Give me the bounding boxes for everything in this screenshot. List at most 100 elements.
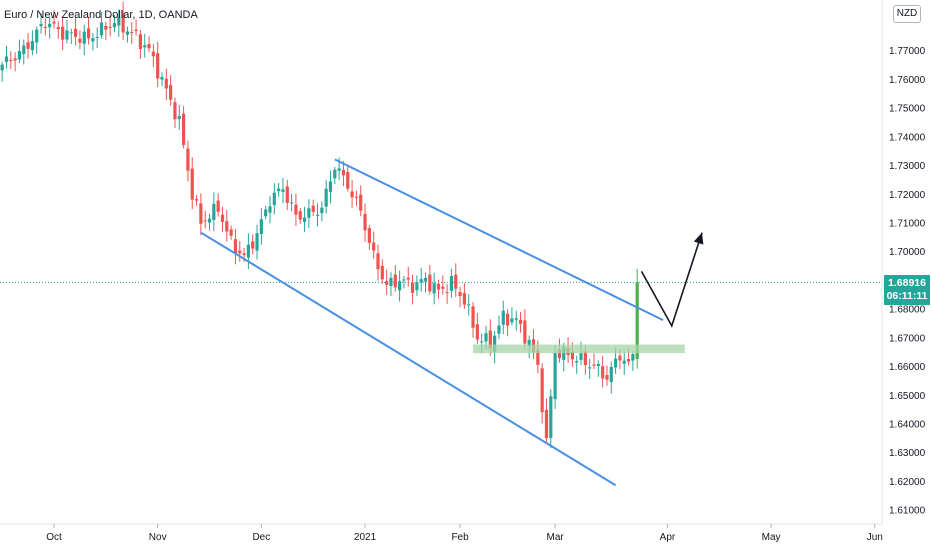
candle-body: [363, 214, 367, 231]
candle-body: [190, 168, 194, 200]
price-tick-label: 1.72000: [889, 190, 926, 201]
candle-body: [52, 21, 56, 24]
candle-body: [112, 23, 117, 28]
candle-body: [449, 275, 454, 291]
projection-arrowhead: [693, 232, 704, 245]
price-tick-label: 1.70000: [889, 247, 926, 258]
candle-body: [86, 28, 91, 39]
candle-body: [467, 304, 471, 306]
candle-body: [575, 361, 579, 363]
candle-body: [393, 274, 397, 288]
candle-body: [406, 277, 410, 280]
candle-body: [488, 330, 492, 349]
candle-body: [614, 358, 618, 368]
candle-body: [307, 208, 311, 218]
channel-upper-line[interactable]: [334, 158, 664, 322]
candle-body: [48, 23, 52, 28]
candle-body: [354, 196, 358, 198]
candle-body: [333, 169, 337, 179]
candle-body: [341, 170, 346, 176]
time-tick-label: 2021: [354, 532, 377, 543]
candle-body: [147, 43, 151, 49]
candle-body: [493, 335, 497, 352]
candle-body: [372, 242, 376, 251]
candle-body: [609, 367, 613, 383]
candle-body: [212, 203, 216, 220]
candle-body: [17, 51, 22, 60]
candle-body: [151, 51, 155, 57]
candle-body: [380, 265, 384, 280]
candle-body: [108, 26, 112, 28]
candle-body: [367, 228, 371, 243]
last-price-value: 1.68916: [888, 277, 926, 289]
candle-body: [74, 28, 78, 37]
candle-body: [285, 186, 289, 203]
candle-body: [324, 188, 328, 207]
price-tick-label: 1.62000: [889, 477, 926, 488]
candle-body: [523, 320, 527, 344]
candle-body: [229, 229, 233, 236]
candle-body: [320, 207, 324, 214]
candle-body: [121, 13, 125, 33]
candle-body: [277, 188, 281, 192]
candle-body: [82, 31, 86, 44]
candle-body: [596, 363, 600, 367]
candle-body: [432, 283, 436, 294]
time-axis[interactable]: Oct Nov Dec 2021 Feb Mar Apr May Jun: [46, 524, 883, 543]
price-axis[interactable]: 1.61000 1.62000 1.63000 1.64000 1.65000 1.660…: [889, 46, 926, 516]
candle-body: [583, 351, 587, 366]
candle-body: [272, 192, 276, 206]
candle-body: [143, 45, 147, 48]
price-tick-label: 1.76000: [889, 75, 926, 86]
candle-body: [359, 194, 363, 211]
price-tick-label: 1.77000: [889, 46, 926, 57]
channel-lower-line[interactable]: [200, 231, 617, 487]
candle-body: [423, 277, 428, 282]
candle-body: [22, 45, 26, 55]
candle-body: [225, 221, 229, 232]
price-tick-label: 1.67000: [889, 333, 926, 344]
candle-body: [562, 346, 566, 360]
candle-body: [160, 76, 164, 80]
support-zone[interactable]: [473, 344, 685, 354]
price-tick-label: 1.63000: [889, 448, 926, 459]
candle-body: [402, 279, 406, 281]
candle-body: [506, 313, 510, 326]
candle-body: [13, 58, 17, 61]
candle-body: [4, 56, 9, 63]
candle-body: [177, 116, 181, 120]
price-tick-label: 1.71000: [889, 219, 926, 230]
candle-body: [350, 191, 354, 198]
candle-body: [298, 211, 302, 220]
candle-body: [605, 375, 609, 380]
candle-body: [454, 274, 458, 289]
candle-body: [43, 27, 47, 29]
candle-body: [39, 24, 43, 27]
candle-body: [592, 364, 596, 366]
candle-body: [130, 31, 134, 33]
price-tick-label: 1.75000: [889, 104, 926, 115]
candle-body: [315, 214, 320, 216]
projection-path[interactable]: [640, 232, 703, 328]
price-tick-label: 1.73000: [889, 161, 926, 172]
candle-body: [475, 324, 479, 340]
candle-body: [264, 209, 268, 217]
currency-badge[interactable]: NZD: [893, 5, 921, 23]
candle-body: [553, 353, 557, 400]
candle-body: [138, 34, 142, 49]
candle-body: [216, 200, 220, 212]
candle-body: [156, 53, 160, 79]
candle-body: [251, 241, 255, 249]
time-tick-label: Mar: [547, 532, 565, 543]
candle-body: [626, 359, 631, 362]
candle-body: [480, 341, 484, 343]
candle-body: [544, 409, 549, 439]
candle-body: [622, 360, 626, 364]
time-tick-label: Dec: [252, 532, 270, 543]
candle-body: [389, 277, 393, 287]
candle-body: [259, 219, 263, 235]
candle-body: [346, 171, 350, 189]
price-tick-label: 1.61000: [889, 506, 926, 517]
